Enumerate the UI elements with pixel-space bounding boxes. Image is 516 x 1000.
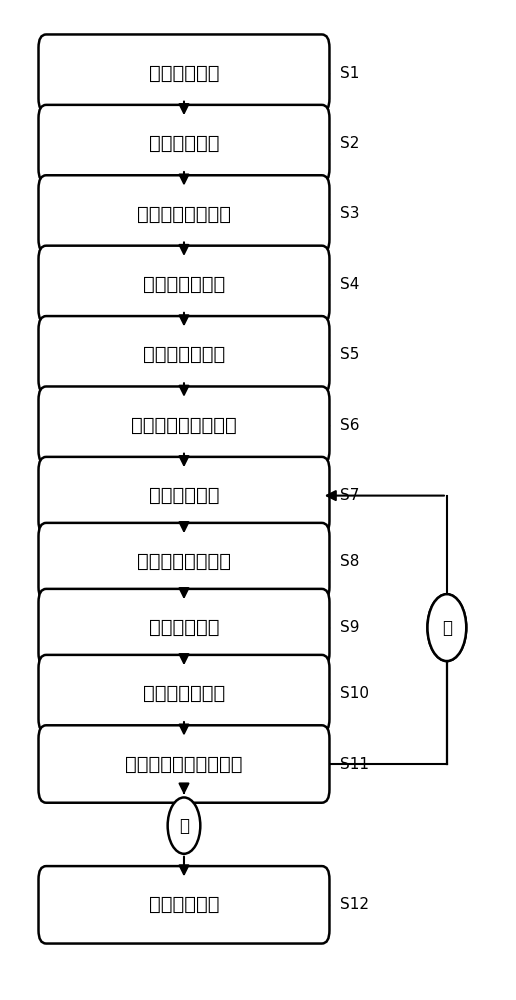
Circle shape: [427, 594, 466, 661]
FancyBboxPatch shape: [39, 457, 329, 534]
FancyBboxPatch shape: [39, 386, 329, 464]
Text: 否: 否: [442, 619, 452, 637]
Text: 判断斥块相似性: 判断斥块相似性: [143, 684, 225, 703]
Text: 瞳孔半径归一化: 瞳孔半径归一化: [143, 345, 225, 364]
Circle shape: [168, 797, 200, 854]
FancyBboxPatch shape: [39, 105, 329, 182]
Text: 图像合标判断: 图像合标判断: [149, 64, 219, 83]
Text: S3: S3: [340, 206, 359, 221]
Text: 虹膜定位标记: 虹膜定位标记: [149, 134, 219, 153]
FancyBboxPatch shape: [39, 316, 329, 394]
Text: S9: S9: [340, 620, 359, 635]
FancyBboxPatch shape: [39, 34, 329, 112]
FancyBboxPatch shape: [39, 589, 329, 666]
Text: S8: S8: [340, 554, 359, 569]
Text: S1: S1: [340, 66, 359, 81]
FancyBboxPatch shape: [39, 246, 329, 323]
Text: 给出判定结果: 给出判定结果: [149, 895, 219, 914]
Text: 虹膜半径归一化: 虹膜半径归一化: [143, 275, 225, 294]
Text: S11: S11: [340, 757, 368, 772]
Text: 是: 是: [179, 817, 189, 835]
Text: S10: S10: [340, 686, 368, 701]
FancyBboxPatch shape: [39, 866, 329, 944]
FancyBboxPatch shape: [39, 725, 329, 803]
Text: S2: S2: [340, 136, 359, 151]
Text: 图像旋转角度矫正: 图像旋转角度矫正: [137, 204, 231, 223]
FancyBboxPatch shape: [39, 175, 329, 253]
Text: 对应斥块标记生成: 对应斥块标记生成: [137, 552, 231, 571]
Text: 生成矩形归一化图像: 生成矩形归一化图像: [131, 416, 237, 435]
Text: S4: S4: [340, 277, 359, 292]
Text: 人工标记斥块: 人工标记斥块: [149, 486, 219, 505]
Text: S7: S7: [340, 488, 359, 503]
Text: S6: S6: [340, 418, 359, 433]
Text: 计算斥块属性: 计算斥块属性: [149, 618, 219, 637]
FancyBboxPatch shape: [39, 655, 329, 732]
Text: 是否满足结束比对条件: 是否满足结束比对条件: [125, 755, 243, 774]
Text: S5: S5: [340, 347, 359, 362]
FancyBboxPatch shape: [39, 523, 329, 600]
Circle shape: [427, 594, 466, 661]
Text: S12: S12: [340, 897, 368, 912]
Text: 否: 否: [442, 619, 452, 637]
